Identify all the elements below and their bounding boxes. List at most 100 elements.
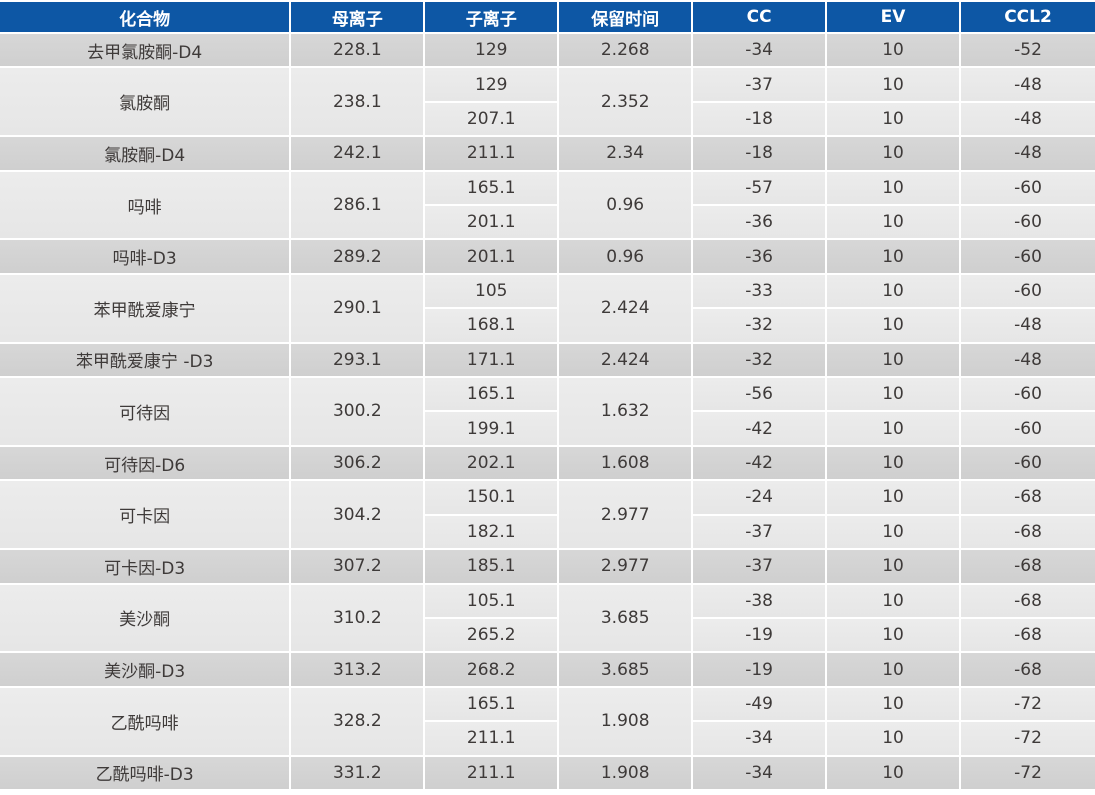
ev-cell: 10	[827, 68, 962, 103]
ev-cell: 10	[827, 343, 962, 379]
table-row: 苯甲酰爱康宁 -D3 293.1 171.1 2.424 -32 10 -48	[0, 343, 1095, 379]
parent-ion-cell: 286.1	[291, 171, 426, 241]
ccl2-cell: -60	[961, 206, 1095, 241]
parent-ion-cell: 290.1	[291, 274, 426, 344]
ccl2-cell: -48	[961, 343, 1095, 379]
daughter-ion-cell: 168.1	[425, 309, 560, 344]
daughter-ion-cell: 202.1	[425, 446, 560, 482]
daughter-ion-cell: 199.1	[425, 412, 560, 447]
ccl2-cell: -60	[961, 274, 1095, 310]
cc-cell: -34	[693, 756, 828, 791]
column-header-retention-time: 保留时间	[559, 2, 694, 34]
cc-cell: -56	[693, 378, 828, 413]
parent-ion-cell: 293.1	[291, 343, 426, 379]
cc-cell: -34	[693, 722, 828, 757]
table-row: 氯胺酮-D4 242.1 211.1 2.34 -18 10 -48	[0, 137, 1095, 172]
retention-time-cell: 2.268	[559, 34, 694, 69]
table-row: 207.1 -18 10 -48	[0, 102, 1095, 138]
retention-time-cell: 2.424	[559, 343, 694, 379]
table-row: 乙酰吗啡-D3 331.2 211.1 1.908 -34 10 -72	[0, 756, 1095, 791]
retention-time-cell: 2.977	[559, 550, 694, 585]
retention-time-cell: 3.685	[559, 653, 694, 688]
retention-time-cell: 1.632	[559, 378, 694, 447]
parent-ion-cell: 304.2	[291, 481, 426, 551]
ev-cell: 10	[827, 412, 962, 447]
compound-cell: 吗啡	[0, 171, 292, 241]
ev-cell: 10	[827, 446, 962, 482]
table-row: 可卡因 304.2 150.1 2.977 -24 10 -68	[0, 481, 1095, 551]
cc-cell: -49	[693, 687, 828, 723]
ev-cell: 10	[827, 653, 962, 688]
table-row: 可卡因-D3 307.2 185.1 2.977 -37 10 -68	[0, 550, 1095, 585]
daughter-ion-cell: 129	[425, 34, 560, 69]
cc-cell: -36	[693, 206, 828, 241]
cc-cell: -57	[693, 171, 828, 207]
table-row: 吗啡 286.1 165.1 0.96 -57 10 -60	[0, 171, 1095, 241]
parent-ion-cell: 306.2	[291, 446, 426, 482]
compound-cell: 可卡因	[0, 481, 292, 551]
parent-ion-cell: 307.2	[291, 550, 426, 585]
column-header-cc: CC	[693, 2, 828, 34]
cc-cell: -19	[693, 618, 828, 654]
daughter-ion-cell: 268.2	[425, 653, 560, 688]
retention-time-cell: 0.96	[559, 171, 694, 241]
column-header-ev: EV	[827, 2, 962, 34]
ccl2-cell: -72	[961, 756, 1095, 791]
table-header: 化合物 母离子 子离子 保留时间 CC EV CCL2	[0, 2, 1095, 34]
ev-cell: 10	[827, 515, 962, 551]
compound-cell: 乙酰吗啡	[0, 687, 292, 757]
ccl2-cell: -72	[961, 687, 1095, 723]
cc-cell: -18	[693, 102, 828, 138]
ccl2-cell: -68	[961, 550, 1095, 585]
ev-cell: 10	[827, 481, 962, 516]
ccl2-cell: -68	[961, 653, 1095, 688]
column-header-ccl2: CCL2	[961, 2, 1095, 34]
ev-cell: 10	[827, 584, 962, 619]
table-row: 美沙酮-D3 313.2 268.2 3.685 -19 10 -68	[0, 653, 1095, 688]
cc-cell: -36	[693, 240, 828, 275]
ccl2-cell: -60	[961, 446, 1095, 482]
ev-cell: 10	[827, 206, 962, 241]
cc-cell: -37	[693, 550, 828, 585]
daughter-ion-cell: 165.1	[425, 378, 560, 413]
ev-cell: 10	[827, 309, 962, 344]
parent-ion-cell: 313.2	[291, 653, 426, 688]
cc-cell: -18	[693, 137, 828, 172]
cc-cell: -42	[693, 446, 828, 482]
ccl2-cell: -52	[961, 34, 1095, 69]
table-row: 265.2 -19 10 -68	[0, 618, 1095, 654]
ev-cell: 10	[827, 722, 962, 757]
daughter-ion-cell: 211.1	[425, 137, 560, 172]
retention-time-cell: 1.908	[559, 687, 694, 757]
table-row: 氯胺酮 238.1 129 2.352 -37 10 -48	[0, 68, 1095, 138]
ccl2-cell: -72	[961, 722, 1095, 757]
cc-cell: -32	[693, 343, 828, 379]
compound-cell: 可待因-D6	[0, 446, 292, 482]
daughter-ion-cell: 185.1	[425, 550, 560, 585]
daughter-ion-cell: 211.1	[425, 722, 560, 757]
cc-cell: -42	[693, 412, 828, 447]
column-header-daughter-ion: 子离子	[425, 2, 560, 34]
retention-time-cell: 2.424	[559, 274, 694, 344]
cc-cell: -32	[693, 309, 828, 344]
compound-cell: 可待因	[0, 378, 292, 447]
ev-cell: 10	[827, 137, 962, 172]
table-row: 美沙酮 310.2 105.1 3.685 -38 10 -68	[0, 584, 1095, 654]
daughter-ion-cell: 171.1	[425, 343, 560, 379]
daughter-ion-cell: 150.1	[425, 481, 560, 516]
retention-time-cell: 3.685	[559, 584, 694, 654]
compound-cell: 氯胺酮	[0, 68, 292, 138]
table-row: 182.1 -37 10 -68	[0, 515, 1095, 551]
ccl2-cell: -48	[961, 102, 1095, 138]
ccl2-cell: -48	[961, 137, 1095, 172]
table-row: 吗啡-D3 289.2 201.1 0.96 -36 10 -60	[0, 240, 1095, 275]
ccl2-cell: -68	[961, 481, 1095, 516]
ccl2-cell: -68	[961, 515, 1095, 551]
ccl2-cell: -48	[961, 309, 1095, 344]
compound-cell: 美沙酮	[0, 584, 292, 654]
parent-ion-cell: 242.1	[291, 137, 426, 172]
daughter-ion-cell: 165.1	[425, 171, 560, 207]
retention-time-cell: 2.977	[559, 481, 694, 551]
